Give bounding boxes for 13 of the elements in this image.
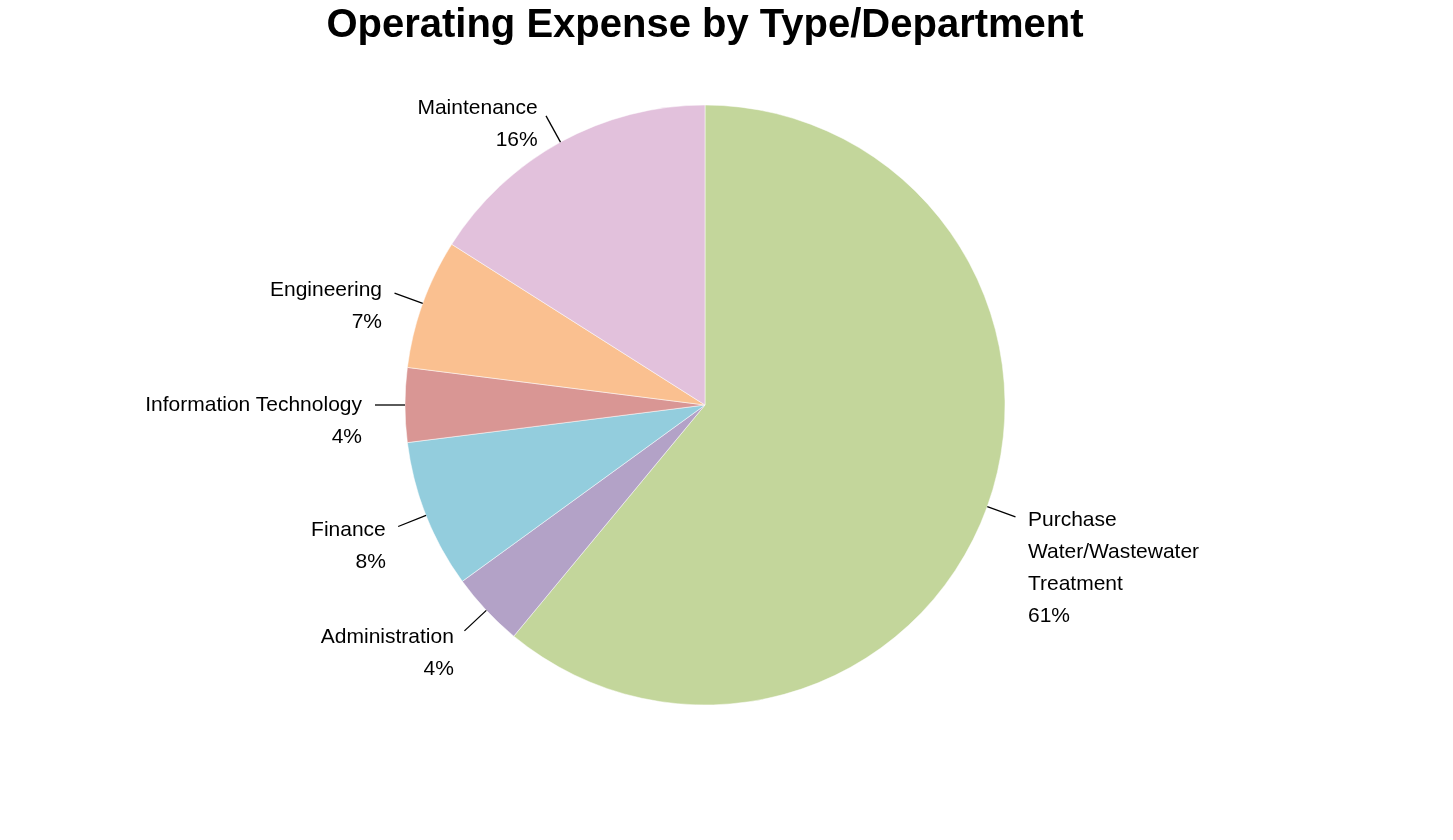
slice-label: Finance (311, 516, 386, 540)
slice-label: Administration (320, 624, 454, 648)
data-label: 16% (495, 126, 538, 150)
slice-label: Engineering (269, 277, 383, 301)
slice-label: Purchase Water/Wastewater Treatment (1027, 506, 1200, 594)
slice-label: Maintenance (417, 94, 538, 118)
slice-label: Information Technology (145, 392, 363, 415)
data-label: 4% (423, 656, 454, 680)
data-label: 61% (1027, 602, 1070, 626)
data-label: 8% (355, 548, 386, 572)
data-label: 4% (331, 424, 362, 447)
data-label: 7% (351, 309, 383, 333)
chart-title: Operating Expense by Type/Department (326, 1, 1084, 45)
